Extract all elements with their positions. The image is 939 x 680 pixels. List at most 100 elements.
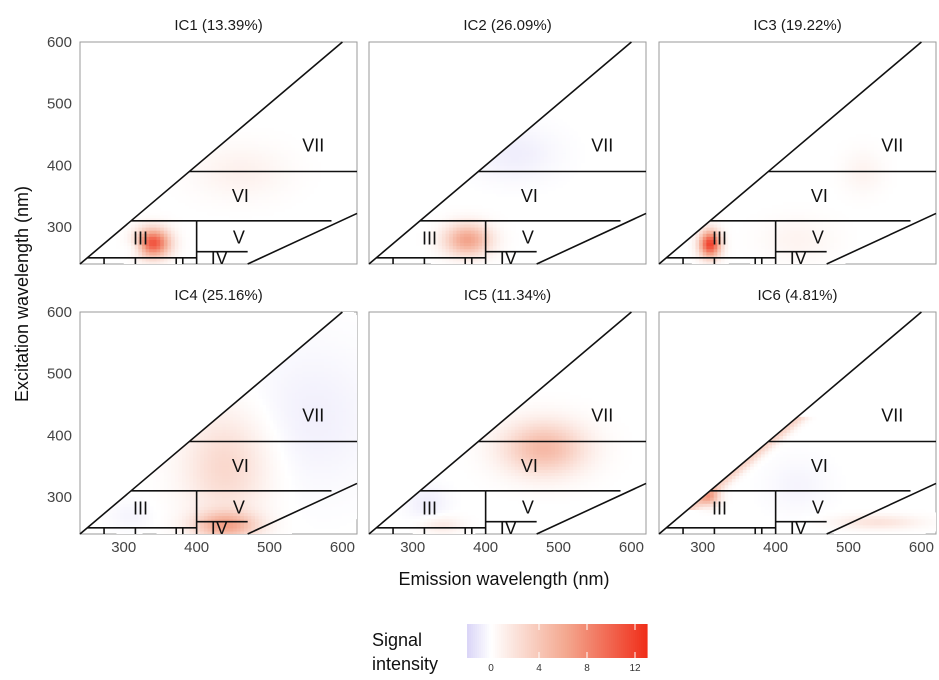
heat-cell xyxy=(819,205,824,210)
heat-cell xyxy=(167,214,172,219)
diagonal-line xyxy=(368,41,632,265)
heat-cell xyxy=(775,211,780,216)
heat-cell xyxy=(203,177,209,182)
heat-cell xyxy=(460,236,465,240)
heat-cell xyxy=(189,180,194,185)
heat-cell xyxy=(258,146,263,151)
heat-cell xyxy=(445,217,450,222)
heat-cell xyxy=(819,248,824,253)
heat-cell xyxy=(859,202,864,207)
heat-cell xyxy=(152,239,158,244)
heat-cell xyxy=(848,174,853,179)
heat-cell xyxy=(449,260,454,264)
heat-cell xyxy=(547,162,552,166)
heat-cell xyxy=(547,156,552,160)
heat-cell xyxy=(819,223,824,228)
heat-cell xyxy=(346,509,351,514)
heat-cell xyxy=(797,230,802,234)
heat-cell xyxy=(269,450,274,455)
heat-cell xyxy=(750,257,755,262)
heat-cell xyxy=(262,506,267,510)
heat-cell xyxy=(518,193,523,197)
heat-cell xyxy=(551,143,556,148)
heat-cell xyxy=(782,260,788,264)
heat-cell xyxy=(207,487,212,492)
heat-cell xyxy=(280,174,285,179)
heat-cell xyxy=(742,227,748,231)
heat-cell xyxy=(335,447,340,452)
heat-cell xyxy=(284,186,289,191)
heat-cell xyxy=(713,248,718,253)
heat-cell xyxy=(123,527,128,532)
heat-cell xyxy=(182,450,187,455)
heat-cell xyxy=(273,481,278,486)
heat-cell xyxy=(174,506,180,510)
heat-cell xyxy=(529,143,534,148)
heat-cell xyxy=(441,223,447,228)
heat-cell xyxy=(225,500,231,504)
heat-cell xyxy=(866,196,871,200)
heat-cell xyxy=(316,500,322,504)
heat-cell xyxy=(152,254,158,259)
heat-cell xyxy=(474,227,479,231)
heat-cell xyxy=(500,162,505,166)
heat-cell xyxy=(503,233,509,237)
heat-cell xyxy=(797,227,802,231)
heat-cell xyxy=(313,441,318,446)
heat-cell xyxy=(284,484,289,489)
heat-cell xyxy=(449,233,454,237)
heat-cell xyxy=(338,518,344,523)
heat-cell xyxy=(467,242,472,247)
heat-cell xyxy=(474,183,479,188)
heat-cell xyxy=(815,242,820,247)
heat-cell xyxy=(775,233,780,237)
heat-cell xyxy=(558,131,563,136)
heat-cell xyxy=(160,223,165,228)
heat-cell xyxy=(284,503,289,507)
heat-cell xyxy=(837,193,842,197)
heat-cell xyxy=(233,460,238,464)
heat-cell xyxy=(207,202,212,207)
heat-cell xyxy=(441,242,447,247)
heat-cell xyxy=(211,524,216,529)
heat-cell xyxy=(182,521,187,526)
heat-cell xyxy=(200,174,205,179)
heat-cell xyxy=(189,193,194,197)
heat-cell xyxy=(841,199,846,203)
heat-cell xyxy=(327,456,333,461)
heat-cell xyxy=(207,171,212,176)
heat-cell xyxy=(750,223,755,228)
second-order-line xyxy=(536,212,647,265)
heat-cell xyxy=(178,490,183,495)
heat-cell xyxy=(156,251,161,256)
heat-cell xyxy=(543,159,549,163)
heat-cell xyxy=(503,254,509,259)
heat-cell xyxy=(786,217,791,222)
heat-cell xyxy=(884,177,890,182)
heat-cell xyxy=(327,500,333,504)
heat-cell xyxy=(826,208,831,213)
heat-cell xyxy=(452,220,458,225)
heat-cell xyxy=(287,530,292,534)
heat-cell xyxy=(149,245,154,250)
heat-cell xyxy=(474,242,479,247)
heat-cell xyxy=(533,177,538,182)
heat-cell xyxy=(178,472,183,477)
heat-cell xyxy=(240,450,245,455)
heat-cell xyxy=(702,236,707,240)
heat-cell xyxy=(254,168,260,173)
heat-cell xyxy=(203,199,209,203)
heat-cell xyxy=(731,239,737,244)
heat-cell xyxy=(240,518,245,523)
heat-cell xyxy=(203,453,209,458)
heat-cell xyxy=(691,248,697,253)
heat-cell xyxy=(163,521,169,526)
heat-cell xyxy=(852,153,857,157)
heat-cell xyxy=(536,146,541,151)
heat-cell xyxy=(240,177,245,182)
heat-cell xyxy=(489,223,494,228)
heat-cell xyxy=(196,524,201,529)
heat-cell xyxy=(284,149,289,154)
heat-cell xyxy=(222,156,227,160)
heat-cell xyxy=(109,518,114,523)
